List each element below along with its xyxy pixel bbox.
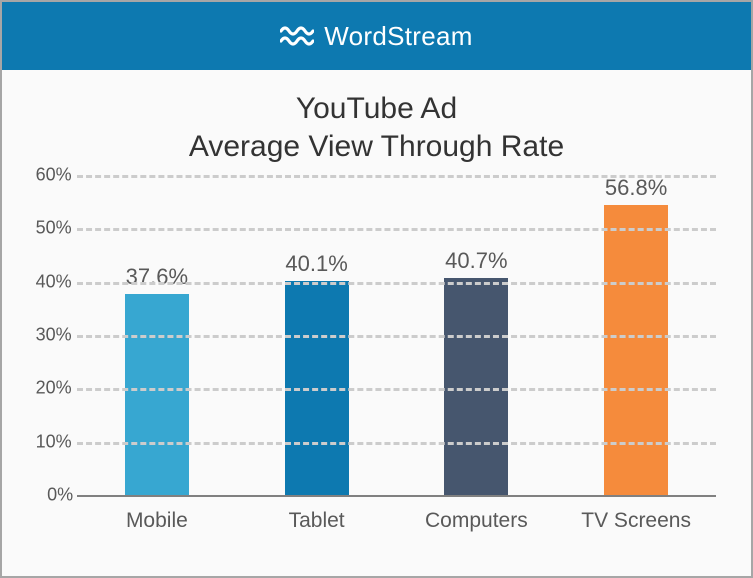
brand-name: WordStream — [324, 21, 472, 52]
chart-container: WordStream YouTube Ad Average View Throu… — [0, 0, 753, 578]
bar — [444, 278, 508, 495]
gridline — [77, 495, 716, 497]
bar-value-label: 56.8% — [605, 175, 667, 201]
gridline — [77, 388, 716, 391]
gridline — [77, 442, 716, 445]
y-tick-label: 20% — [36, 378, 72, 399]
y-tick-label: 60% — [36, 165, 72, 186]
gridline — [77, 335, 716, 338]
x-tick-label: Tablet — [237, 509, 397, 533]
x-axis: MobileTabletComputersTV Screens — [77, 509, 716, 533]
gridline — [77, 175, 716, 178]
x-tick-label: TV Screens — [556, 509, 716, 533]
y-tick-label: 40% — [36, 271, 72, 292]
bar-value-label: 40.1% — [285, 251, 347, 277]
plot-region: 37.6%40.1%40.7%56.8% 0%10%20%30%40%50%60… — [77, 175, 716, 495]
chart-title-line2: Average View Through Rate — [189, 130, 564, 163]
y-tick-label: 10% — [36, 431, 72, 452]
chart-title-line1: YouTube Ad — [296, 92, 457, 125]
bar — [604, 205, 668, 495]
y-tick-label: 0% — [47, 485, 73, 506]
chart-area: YouTube Ad Average View Through Rate 37.… — [2, 70, 751, 576]
gridline — [77, 282, 716, 285]
y-tick-label: 30% — [36, 325, 72, 346]
y-tick-label: 50% — [36, 218, 72, 239]
bar-value-label: 40.7% — [445, 248, 507, 274]
gridline — [77, 228, 716, 231]
brand-header: WordStream — [2, 2, 751, 70]
bar-value-label: 37.6% — [126, 264, 188, 290]
bar — [125, 294, 189, 495]
chart-title: YouTube Ad Average View Through Rate — [22, 90, 731, 165]
x-tick-label: Computers — [397, 509, 557, 533]
x-tick-label: Mobile — [77, 509, 237, 533]
wave-icon — [280, 24, 314, 48]
